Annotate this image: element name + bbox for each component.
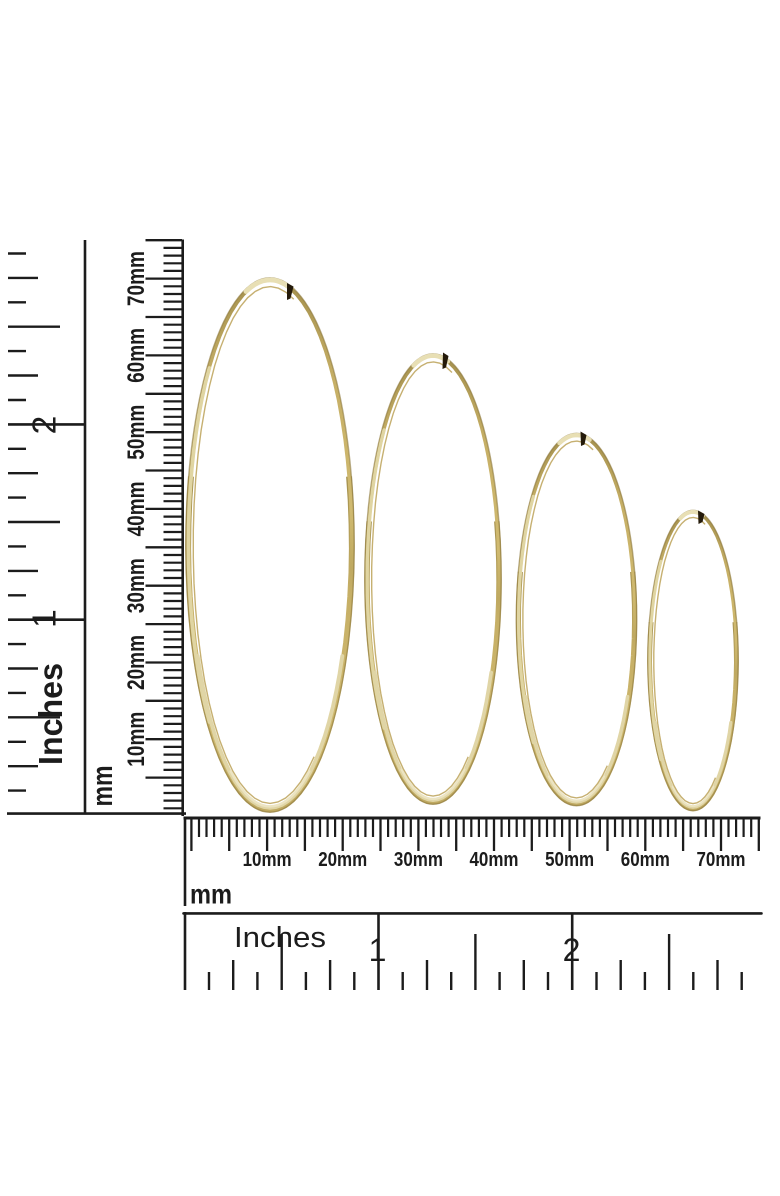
svg-text:70mm: 70mm: [697, 849, 746, 871]
svg-text:2: 2: [27, 416, 64, 435]
svg-text:mm: mm: [87, 766, 119, 807]
svg-text:20mm: 20mm: [318, 849, 367, 871]
svg-text:30mm: 30mm: [394, 849, 443, 871]
svg-text:20mm: 20mm: [123, 635, 150, 690]
svg-text:30mm: 30mm: [123, 558, 150, 613]
svg-text:1: 1: [369, 932, 387, 968]
svg-text:60mm: 60mm: [123, 328, 150, 383]
svg-text:10mm: 10mm: [123, 712, 150, 767]
svg-text:2: 2: [563, 932, 581, 968]
svg-text:40mm: 40mm: [470, 849, 519, 871]
svg-text:50mm: 50mm: [545, 849, 594, 871]
svg-text:10mm: 10mm: [243, 849, 292, 871]
svg-text:Inches: Inches: [32, 663, 69, 765]
svg-text:50mm: 50mm: [123, 405, 150, 460]
svg-text:40mm: 40mm: [123, 481, 150, 536]
svg-text:60mm: 60mm: [621, 849, 670, 871]
svg-text:70mm: 70mm: [123, 251, 150, 306]
svg-text:1: 1: [27, 609, 64, 628]
svg-text:mm: mm: [190, 879, 232, 910]
svg-text:Inches: Inches: [234, 922, 326, 954]
